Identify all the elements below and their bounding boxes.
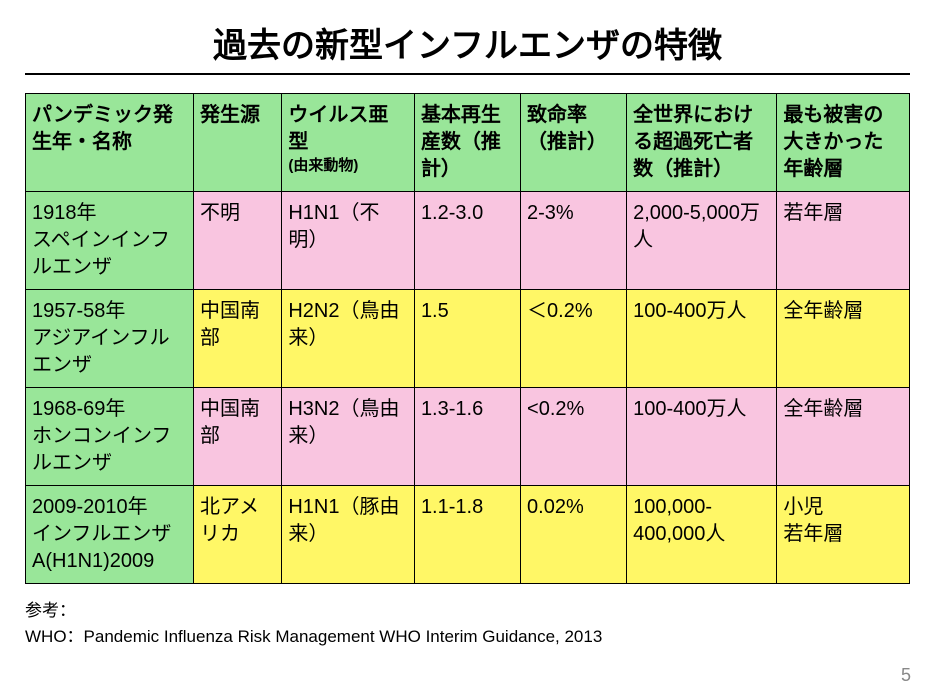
table-cell: 1.3-1.6 xyxy=(414,388,520,486)
col-header-4: 致命率（推計） xyxy=(521,94,627,192)
table-row: 1957-58年 アジアインフルエンザ中国南部H2N2（鳥由来）1.5＜0.2%… xyxy=(26,290,910,388)
col-header-5: 全世界における超過死亡者数（推計） xyxy=(627,94,777,192)
table-cell: H2N2（鳥由来） xyxy=(282,290,415,388)
table-cell: 2-3% xyxy=(521,192,627,290)
col-header-2-sub: (由来動物) xyxy=(288,156,408,176)
table-cell: 中国南部 xyxy=(193,388,281,486)
table-cell: 北アメリカ xyxy=(193,486,281,584)
table-row: 1918年 スペインインフルエンザ不明H1N1（不明）1.2-3.02-3%2,… xyxy=(26,192,910,290)
table-cell: 0.02% xyxy=(521,486,627,584)
table-cell: 100-400万人 xyxy=(627,388,777,486)
table-row: 2009-2010年 インフルエンザA(H1N1)2009北アメリカH1N1（豚… xyxy=(26,486,910,584)
table-cell: 1.5 xyxy=(414,290,520,388)
table-cell: 1.1-1.8 xyxy=(414,486,520,584)
table-cell: 100,000-400,000人 xyxy=(627,486,777,584)
table-cell: 1918年 スペインインフルエンザ xyxy=(26,192,194,290)
table-cell: 若年層 xyxy=(777,192,910,290)
table-cell: H3N2（鳥由来） xyxy=(282,388,415,486)
footnote-source: WHO：Pandemic Influenza Risk Management W… xyxy=(25,624,910,650)
table-cell: 中国南部 xyxy=(193,290,281,388)
page-title: 過去の新型インフルエンザの特徴 xyxy=(25,18,910,75)
table-cell: 不明 xyxy=(193,192,281,290)
table-cell: 小児 若年層 xyxy=(777,486,910,584)
table-cell: ＜0.2% xyxy=(521,290,627,388)
col-header-6: 最も被害の大きかった年齢層 xyxy=(777,94,910,192)
table-cell: 2,000-5,000万人 xyxy=(627,192,777,290)
table-row: 1968-69年 ホンコンインフルエンザ中国南部H3N2（鳥由来）1.3-1.6… xyxy=(26,388,910,486)
footnote-label: 参考： xyxy=(25,598,910,624)
col-header-0: パンデミック発生年・名称 xyxy=(26,94,194,192)
table-cell: H1N1（不明） xyxy=(282,192,415,290)
table-cell: 全年齢層 xyxy=(777,388,910,486)
table-cell: 100-400万人 xyxy=(627,290,777,388)
table-header-row: パンデミック発生年・名称 発生源 ウイルス亜型 (由来動物) 基本再生産数（推計… xyxy=(26,94,910,192)
footnote: 参考： WHO：Pandemic Influenza Risk Manageme… xyxy=(25,598,910,649)
table-cell: <0.2% xyxy=(521,388,627,486)
table-cell: 2009-2010年 インフルエンザA(H1N1)2009 xyxy=(26,486,194,584)
col-header-2: ウイルス亜型 (由来動物) xyxy=(282,94,415,192)
table-cell: 1968-69年 ホンコンインフルエンザ xyxy=(26,388,194,486)
col-header-3: 基本再生産数（推計） xyxy=(414,94,520,192)
table-cell: 1957-58年 アジアインフルエンザ xyxy=(26,290,194,388)
table-cell: 全年齢層 xyxy=(777,290,910,388)
pandemic-table: パンデミック発生年・名称 発生源 ウイルス亜型 (由来動物) 基本再生産数（推計… xyxy=(25,93,910,584)
table-cell: H1N1（豚由来） xyxy=(282,486,415,584)
page-number: 5 xyxy=(901,665,911,686)
col-header-1: 発生源 xyxy=(193,94,281,192)
col-header-2-main: ウイルス亜型 xyxy=(288,104,388,153)
table-cell: 1.2-3.0 xyxy=(414,192,520,290)
